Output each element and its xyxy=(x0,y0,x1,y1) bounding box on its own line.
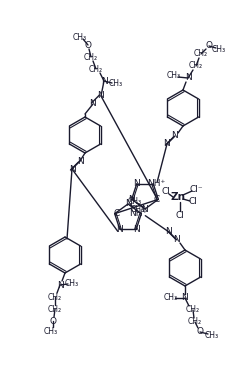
Text: CH₂: CH₂ xyxy=(194,49,208,58)
Text: N: N xyxy=(98,92,104,101)
Text: CH₂: CH₂ xyxy=(89,64,103,74)
Text: N: N xyxy=(101,77,107,86)
Text: Cl: Cl xyxy=(162,187,171,196)
Text: N: N xyxy=(133,225,140,234)
Text: NH⁺: NH⁺ xyxy=(147,179,165,188)
Text: CH₃: CH₃ xyxy=(131,204,145,213)
Text: CH₃: CH₃ xyxy=(109,80,123,89)
Text: CH₂: CH₂ xyxy=(188,317,202,326)
Text: C: C xyxy=(113,209,120,218)
Text: N: N xyxy=(57,280,63,290)
Text: N: N xyxy=(133,179,140,188)
Text: O: O xyxy=(196,328,203,337)
Text: N: N xyxy=(116,225,123,234)
Text: Cl: Cl xyxy=(176,210,184,219)
Text: N: N xyxy=(77,156,83,166)
Text: C: C xyxy=(153,195,159,204)
Text: N: N xyxy=(185,74,191,83)
Text: CH₂: CH₂ xyxy=(84,52,98,61)
Text: Zn: Zn xyxy=(171,192,185,202)
Text: CH₂: CH₂ xyxy=(189,61,203,70)
Text: N: N xyxy=(172,132,178,141)
Text: N: N xyxy=(69,164,75,173)
Text: CH₂: CH₂ xyxy=(48,293,62,302)
Text: N: N xyxy=(142,204,148,213)
Text: CH₃: CH₃ xyxy=(164,294,178,302)
Text: N: N xyxy=(166,227,172,236)
Text: CH₃: CH₃ xyxy=(167,72,181,81)
Text: CH₃: CH₃ xyxy=(128,196,142,205)
Text: N: N xyxy=(125,199,131,208)
Text: CH₃: CH₃ xyxy=(73,32,87,41)
Text: N: N xyxy=(90,100,96,109)
Text: CH₂: CH₂ xyxy=(48,305,62,314)
Text: CH₃: CH₃ xyxy=(212,44,226,54)
Text: O: O xyxy=(84,40,92,49)
Text: Cl⁻: Cl⁻ xyxy=(189,184,203,193)
Text: N: N xyxy=(128,195,135,204)
Text: Cl: Cl xyxy=(189,198,197,207)
Text: O: O xyxy=(205,41,213,51)
Text: N: N xyxy=(182,294,188,302)
Text: N: N xyxy=(164,139,170,149)
Text: O: O xyxy=(50,317,57,325)
Text: CH₂: CH₂ xyxy=(186,305,200,314)
Text: CH₃: CH₃ xyxy=(205,331,219,340)
Text: CH₃: CH₃ xyxy=(65,279,79,288)
Text: NH⁺: NH⁺ xyxy=(129,209,147,218)
Text: N: N xyxy=(174,236,180,245)
Text: CH₃: CH₃ xyxy=(44,326,58,336)
